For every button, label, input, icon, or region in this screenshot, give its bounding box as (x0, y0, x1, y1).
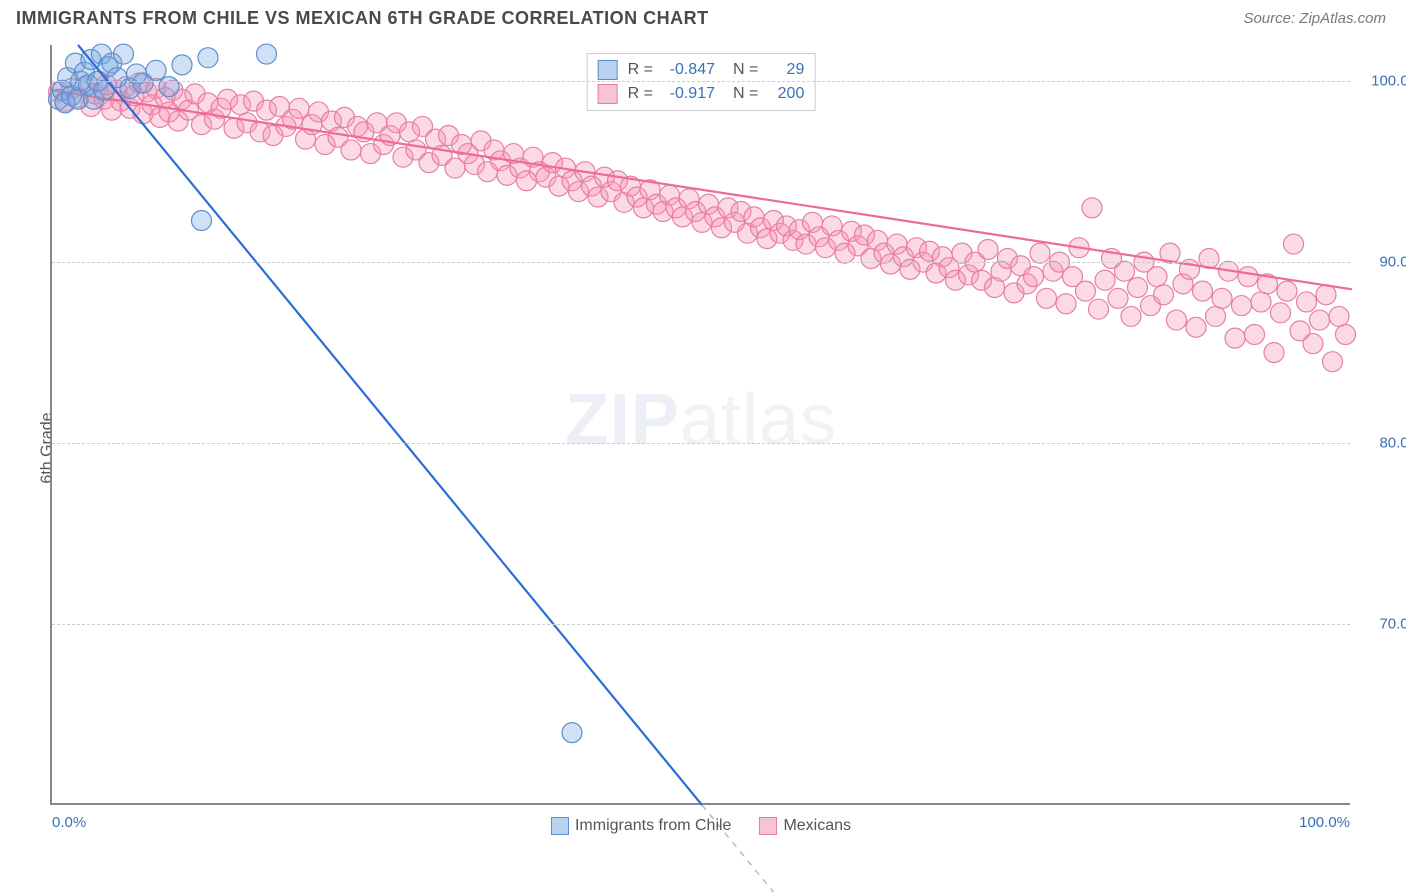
legend-item-mexicans: Mexicans (759, 817, 851, 835)
source-label: Source: ZipAtlas.com (1243, 10, 1386, 27)
mexicans-point (1206, 306, 1226, 326)
chile-point (192, 211, 212, 231)
mexicans-point (1082, 198, 1102, 218)
legend-item-chile: Immigrants from Chile (551, 817, 731, 835)
stats-row-mexicans: R = -0.917 N = 200 (598, 82, 805, 106)
y-tick-label: 70.0% (1357, 616, 1406, 633)
mexicans-point (1277, 281, 1297, 301)
mexicans-point (1154, 285, 1174, 305)
stats-swatch-mexicans (598, 84, 618, 104)
y-tick-label: 90.0% (1357, 254, 1406, 271)
legend-label-mexicans: Mexicans (783, 817, 851, 835)
gridline (52, 443, 1350, 444)
legend-swatch-chile (551, 817, 569, 835)
stats-n-label: N = (733, 61, 758, 79)
mexicans-point (1076, 281, 1096, 301)
mexicans-point (1323, 352, 1343, 372)
mexicans-point (1310, 310, 1330, 330)
chile-point (159, 77, 179, 97)
mexicans-point (289, 98, 309, 118)
legend-label-chile: Immigrants from Chile (575, 817, 731, 835)
mexicans-point (1212, 288, 1232, 308)
stats-n-value-chile: 29 (764, 61, 804, 79)
chile-point (257, 44, 277, 64)
mexicans-point (1238, 267, 1258, 287)
mexicans-point (341, 140, 361, 160)
mexicans-point (1108, 288, 1128, 308)
chile-point (172, 55, 192, 75)
mexicans-point (1316, 285, 1336, 305)
chart-svg (52, 45, 1352, 805)
mexicans-point (1336, 325, 1356, 345)
mexicans-point (1056, 294, 1076, 314)
mexicans-point (978, 239, 998, 259)
x-tick-right: 100.0% (1299, 814, 1350, 831)
mexicans-point (1264, 343, 1284, 363)
gridline (52, 262, 1350, 263)
stats-n-value-mexicans: 200 (764, 85, 804, 103)
mexicans-point (1095, 270, 1115, 290)
legend-swatch-mexicans (759, 817, 777, 835)
mexicans-point (1147, 267, 1167, 287)
chile-point (146, 60, 166, 80)
stats-r-value-chile: -0.847 (659, 61, 715, 79)
stats-n-label: N = (733, 85, 758, 103)
mexicans-point (1121, 306, 1141, 326)
mexicans-point (1329, 306, 1349, 326)
chart-title: IMMIGRANTS FROM CHILE VS MEXICAN 6TH GRA… (16, 8, 709, 29)
mexicans-point (1128, 277, 1148, 297)
chile-trendline (78, 45, 702, 805)
mexicans-point (1232, 296, 1252, 316)
stats-r-label: R = (628, 85, 653, 103)
stats-r-label: R = (628, 61, 653, 79)
mexicans-point (1024, 267, 1044, 287)
mexicans-point (1225, 328, 1245, 348)
gridline (52, 624, 1350, 625)
mexicans-point (1271, 303, 1291, 323)
plot-area: ZIPatlas R =-0.847N =29R =-0.917N =200 0… (50, 45, 1350, 805)
y-tick-label: 100.0% (1357, 73, 1406, 90)
mexicans-trendline (52, 90, 1352, 289)
mexicans-point (1193, 281, 1213, 301)
chile-point (198, 48, 218, 68)
mexicans-point (1251, 292, 1271, 312)
bottom-legend: Immigrants from Chile Mexicans (551, 817, 851, 835)
mexicans-point (1030, 243, 1050, 263)
stats-row-chile: R = -0.847 N = 29 (598, 58, 805, 82)
mexicans-point (1037, 288, 1057, 308)
mexicans-point (1284, 234, 1304, 254)
chile-point (114, 44, 134, 64)
chile-point (562, 723, 582, 743)
chart-container: 6th Grade ZIPatlas R =-0.847N =29R =-0.9… (50, 45, 1390, 850)
mexicans-point (1167, 310, 1187, 330)
mexicans-point (1115, 261, 1135, 281)
stats-swatch-chile (598, 60, 618, 80)
y-tick-label: 80.0% (1357, 435, 1406, 452)
chart-header: IMMIGRANTS FROM CHILE VS MEXICAN 6TH GRA… (0, 0, 1406, 37)
mexicans-point (1186, 317, 1206, 337)
mexicans-point (1297, 292, 1317, 312)
x-tick-left: 0.0% (52, 814, 86, 831)
mexicans-point (1245, 325, 1265, 345)
gridline (52, 81, 1350, 82)
stats-r-value-mexicans: -0.917 (659, 85, 715, 103)
mexicans-point (1089, 299, 1109, 319)
mexicans-point (1303, 334, 1323, 354)
